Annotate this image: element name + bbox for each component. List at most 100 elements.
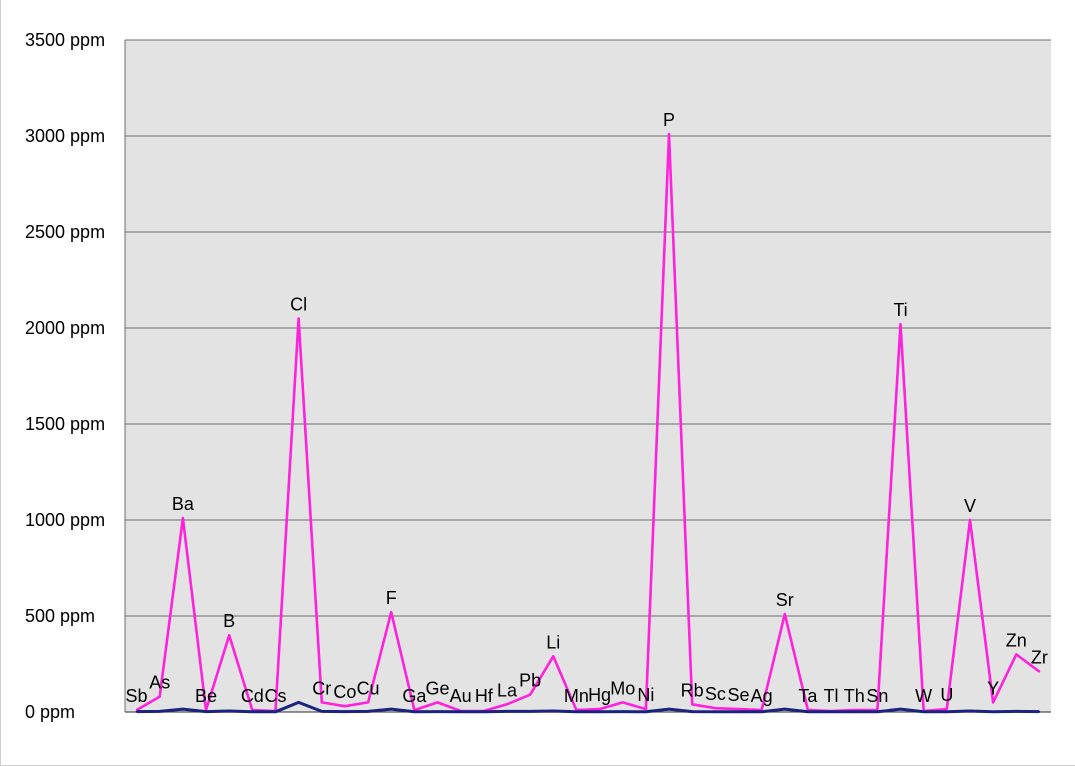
element-label: Sb — [126, 686, 148, 706]
y-tick-label: 500 ppm — [25, 606, 95, 626]
data-point — [344, 710, 346, 713]
element-label: La — [497, 680, 518, 700]
data-point — [344, 705, 346, 708]
y-tick-label: 2000 ppm — [25, 318, 105, 338]
data-point — [760, 711, 763, 713]
element-label: Cd — [241, 686, 264, 706]
element-label: Cl — [290, 294, 307, 314]
data-point — [783, 708, 786, 710]
element-label: Mn — [564, 686, 589, 706]
series-line-1 — [135, 132, 1041, 713]
element-label: Hg — [588, 685, 611, 705]
data-point — [182, 517, 184, 519]
element-label: Au — [450, 686, 472, 706]
element-label: Sn — [866, 686, 888, 706]
data-point — [1038, 710, 1041, 713]
data-point — [783, 613, 786, 615]
data-point — [668, 133, 670, 135]
data-point — [1038, 670, 1041, 673]
data-point — [459, 711, 462, 713]
y-tick-label: 3500 ppm — [25, 30, 105, 50]
element-label: Th — [844, 686, 865, 706]
element-label: As — [149, 673, 170, 693]
data-point — [946, 708, 948, 710]
data-point — [297, 701, 300, 704]
data-point — [969, 519, 971, 521]
data-point — [691, 703, 693, 706]
element-label: P — [663, 110, 675, 130]
data-point — [390, 708, 393, 710]
element-label: F — [386, 588, 397, 608]
element-label: Cu — [357, 678, 380, 698]
data-point — [992, 711, 994, 713]
data-point — [436, 710, 439, 713]
data-point — [529, 710, 531, 713]
data-point — [251, 711, 254, 713]
data-point — [899, 708, 902, 710]
element-label: Ag — [751, 686, 773, 706]
element-label: Cs — [264, 686, 286, 706]
element-label: Se — [727, 685, 749, 705]
y-tick-label: 0 ppm — [25, 702, 75, 722]
element-label: Zn — [1006, 630, 1027, 650]
data-point — [575, 711, 578, 713]
data-point — [853, 711, 856, 713]
data-point — [645, 708, 647, 710]
data-point — [483, 711, 485, 713]
element-label: Ni — [637, 685, 654, 705]
data-point — [390, 611, 393, 613]
data-point — [830, 711, 832, 713]
element-label: Ba — [172, 494, 195, 514]
element-label: Tl — [824, 686, 839, 706]
element-label: Sc — [705, 684, 726, 704]
data-point — [621, 701, 624, 704]
data-point — [598, 708, 601, 710]
data-point — [691, 710, 693, 713]
data-point — [506, 710, 508, 713]
data-point — [297, 317, 300, 320]
data-point — [320, 701, 323, 704]
series-line-2 — [136, 700, 1040, 714]
data-point — [320, 710, 323, 713]
data-point — [899, 323, 902, 325]
data-point — [992, 701, 994, 704]
element-label: U — [940, 685, 953, 705]
element-label: Y — [987, 678, 999, 698]
y-tick-label: 2500 ppm — [25, 222, 105, 242]
element-label: Mo — [610, 678, 635, 698]
data-point — [714, 711, 717, 713]
data-point — [807, 711, 809, 713]
data-point — [1015, 710, 1018, 713]
data-point — [714, 707, 717, 709]
data-point — [529, 693, 531, 696]
element-label: W — [915, 686, 932, 706]
data-point — [645, 711, 647, 713]
data-point — [621, 710, 624, 713]
y-tick-label: 1500 ppm — [25, 414, 105, 434]
element-label: Ge — [426, 678, 450, 698]
element-label: Sr — [776, 590, 794, 610]
data-point — [1015, 653, 1018, 656]
data-point — [135, 710, 138, 713]
y-tick-label: 1000 ppm — [25, 510, 105, 530]
data-point — [552, 655, 555, 658]
element-label: Pb — [519, 671, 541, 691]
element-label: Co — [333, 682, 356, 702]
data-point — [158, 695, 161, 698]
data-point — [205, 710, 207, 713]
data-point — [274, 711, 277, 713]
data-point — [158, 710, 161, 713]
element-label: Rb — [681, 680, 704, 700]
y-tick-label: 3000 ppm — [25, 126, 105, 146]
element-label: B — [223, 611, 235, 631]
data-point — [737, 711, 740, 713]
data-point — [367, 710, 369, 713]
data-point — [598, 711, 601, 713]
element-label: Ta — [798, 686, 818, 706]
data-point — [228, 710, 230, 712]
element-label: Hf — [475, 686, 494, 706]
element-label: Zr — [1031, 648, 1048, 668]
element-label: Ga — [402, 686, 427, 706]
data-point — [552, 710, 555, 712]
